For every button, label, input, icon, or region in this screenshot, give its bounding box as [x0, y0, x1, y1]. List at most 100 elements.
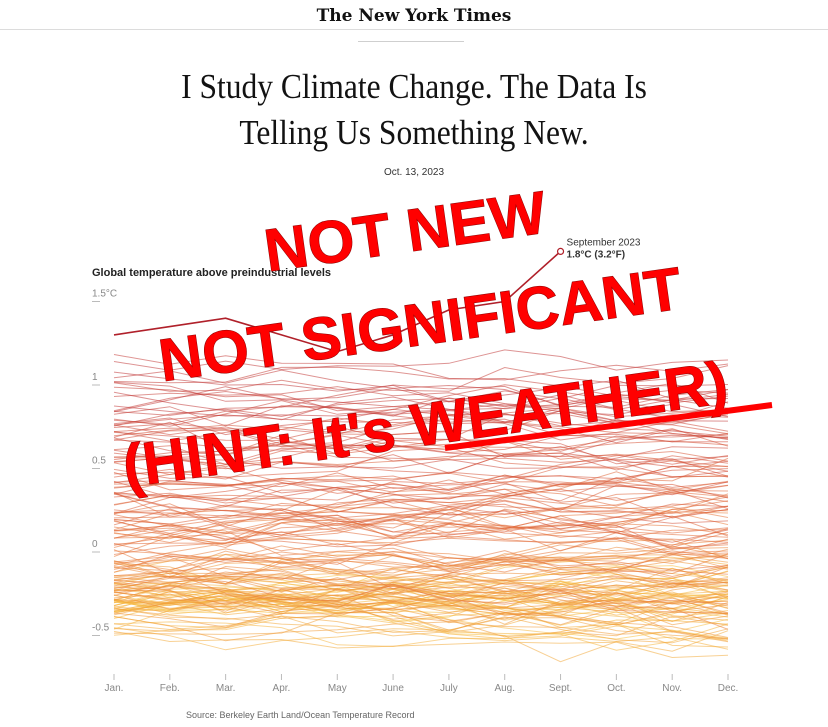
article-date: Oct. 13, 2023 [383, 167, 445, 178]
highlight-value: 1.8°C (3.2°F) [567, 249, 626, 260]
year-series-line [113, 577, 729, 612]
year-series-line [113, 550, 729, 590]
year-series-line [113, 621, 729, 648]
year-series-line [113, 576, 729, 605]
x-tick-label: Mar. [216, 683, 235, 694]
x-tick-label: Dec. [718, 683, 739, 694]
year-series-line [113, 500, 729, 531]
year-series-line [113, 366, 729, 397]
year-series-line [113, 588, 729, 625]
year-series-line [113, 500, 729, 539]
highlight-point [556, 247, 565, 255]
year-series-line [113, 418, 729, 449]
year-series-line [113, 550, 729, 586]
year-series-line [113, 508, 729, 557]
y-tick-label: 0.5 [92, 456, 106, 467]
year-series-line [113, 550, 729, 573]
year-series-line [113, 496, 729, 534]
x-tick-label: Oct. [607, 683, 625, 694]
year-series-line [113, 480, 729, 518]
masthead-divider [0, 29, 828, 30]
y-axis: 1.5°C 1 0.5 0 -0.5 [92, 289, 117, 636]
year-series-line [113, 493, 729, 544]
year-series-line [113, 491, 729, 527]
year-series-line [113, 468, 729, 502]
year-series-line [113, 437, 729, 465]
year-series-line [113, 493, 729, 543]
year-series-line [113, 468, 729, 530]
headline-line-1: I Study Climate Change. The Data Is [181, 67, 647, 106]
x-tick-label: July [440, 683, 458, 694]
year-series-line [113, 382, 729, 412]
year-series-line [113, 571, 729, 614]
year-series-line [113, 390, 729, 412]
year-series-line [113, 598, 729, 651]
year-series-line [113, 627, 729, 651]
overlay-line-not-new: NOT NEW [260, 179, 550, 285]
x-tick-label: May [328, 683, 347, 694]
year-series-line [113, 630, 729, 659]
x-tick-label: Feb. [160, 683, 180, 694]
year-series-line [113, 421, 729, 457]
year-series-line [113, 565, 729, 595]
year-series-line [113, 386, 729, 410]
year-series-line [113, 476, 729, 507]
y-tick-label: 1 [92, 372, 98, 383]
highlight-label: September 2023 [567, 237, 641, 248]
x-tick-label: June [382, 683, 404, 694]
year-series-line [113, 474, 729, 498]
year-series-line [113, 384, 729, 427]
year-series-line [113, 505, 729, 537]
year-series-line [113, 553, 729, 593]
year-series-line [113, 407, 729, 435]
year-series-line [113, 584, 729, 618]
year-series-line [113, 588, 729, 640]
year-series-line [113, 413, 729, 439]
year-series-line [113, 612, 729, 639]
chart-source: Source: Berkeley Earth Land/Ocean Temper… [186, 710, 414, 720]
year-series-line [113, 452, 729, 480]
y-tick-label: 0 [92, 539, 98, 550]
year-series-line [113, 582, 729, 608]
year-series-line [113, 556, 729, 588]
year-series-line [113, 530, 729, 545]
year-series-line [113, 481, 729, 525]
year-series-line [113, 427, 729, 452]
series-line-2023 [113, 250, 562, 353]
chart-series-lines [113, 250, 729, 663]
y-tick-label: -0.5 [92, 623, 110, 634]
year-series-line [113, 556, 729, 592]
year-series-line [113, 371, 729, 402]
year-series-line [113, 354, 729, 381]
year-series-line [113, 549, 729, 578]
year-series-line [113, 578, 729, 610]
year-series-line [113, 527, 729, 571]
year-series-line [113, 589, 729, 614]
year-series-line [113, 616, 729, 643]
year-series-line [113, 450, 729, 504]
year-series-line [113, 515, 729, 548]
year-series-line [113, 433, 729, 465]
year-series-line [113, 600, 729, 637]
chart-title: Global temperature above preindustrial l… [92, 267, 331, 279]
headline-line-2: Telling Us Something New. [239, 113, 589, 152]
year-series-line [113, 506, 729, 540]
year-series-line [113, 388, 729, 427]
year-series-line [113, 381, 729, 419]
y-tick-label: 1.5°C [92, 289, 117, 300]
year-series-line [113, 548, 729, 576]
year-series-line [113, 539, 729, 581]
year-series-line [113, 349, 729, 371]
x-tick-label: Jan. [105, 683, 124, 694]
year-series-line [113, 465, 729, 496]
year-series-line [113, 391, 729, 423]
year-series-line [113, 446, 729, 469]
headline-rule [358, 41, 464, 42]
year-series-line [113, 403, 729, 418]
year-series-line [113, 503, 729, 540]
year-series-line [113, 588, 729, 614]
year-series-line [113, 384, 729, 413]
nyt-masthead-logo[interactable]: The New York Times [316, 6, 512, 26]
